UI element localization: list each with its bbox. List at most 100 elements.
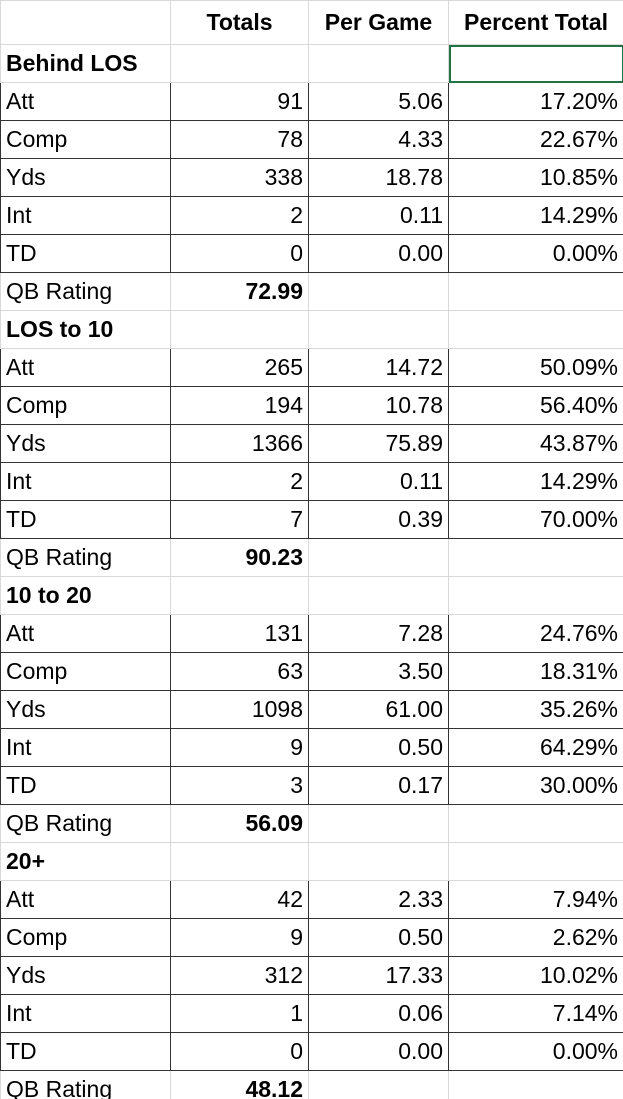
cell[interactable]: Int xyxy=(0,728,171,767)
cell[interactable]: 91 xyxy=(170,82,309,121)
cell[interactable]: 9 xyxy=(170,728,309,767)
cell[interactable]: LOS to 10 xyxy=(0,310,171,349)
cell[interactable]: 72.99 xyxy=(170,272,309,311)
cell[interactable]: 56.40% xyxy=(448,386,623,425)
cell[interactable]: 5.06 xyxy=(308,82,449,121)
cell[interactable]: 0.50 xyxy=(308,918,449,957)
cell[interactable]: 7 xyxy=(170,500,309,539)
cell[interactable]: QB Rating xyxy=(0,1070,171,1099)
cell[interactable] xyxy=(448,1070,623,1099)
cell[interactable]: 18.31% xyxy=(448,652,623,691)
cell[interactable]: Int xyxy=(0,196,171,235)
cell[interactable]: Yds xyxy=(0,690,171,729)
cell[interactable] xyxy=(308,44,449,83)
cell[interactable]: 78 xyxy=(170,120,309,159)
cell[interactable] xyxy=(308,804,449,843)
cell[interactable]: 2 xyxy=(170,462,309,501)
cell[interactable]: 17.33 xyxy=(308,956,449,995)
cell[interactable]: 30.00% xyxy=(448,766,623,805)
cell[interactable]: Comp xyxy=(0,120,171,159)
cell[interactable] xyxy=(308,576,449,615)
cell[interactable]: 0.17 xyxy=(308,766,449,805)
cell[interactable] xyxy=(308,272,449,311)
cell[interactable]: 131 xyxy=(170,614,309,653)
cell[interactable] xyxy=(170,576,309,615)
cell[interactable]: 312 xyxy=(170,956,309,995)
cell[interactable] xyxy=(448,804,623,843)
cell[interactable]: 1366 xyxy=(170,424,309,463)
cell[interactable] xyxy=(170,842,309,881)
cell[interactable]: QB Rating xyxy=(0,538,171,577)
cell[interactable]: 0.11 xyxy=(308,462,449,501)
cell[interactable]: 9 xyxy=(170,918,309,957)
cell[interactable]: Percent Total xyxy=(448,0,623,45)
cell[interactable]: 3 xyxy=(170,766,309,805)
cell[interactable]: 0.00% xyxy=(448,234,623,273)
cell[interactable]: Yds xyxy=(0,424,171,463)
cell[interactable]: 0.00% xyxy=(448,1032,623,1071)
cell[interactable]: Att xyxy=(0,614,171,653)
cell[interactable]: 14.72 xyxy=(308,348,449,387)
cell[interactable] xyxy=(448,576,623,615)
cell[interactable]: 10 to 20 xyxy=(0,576,171,615)
cell[interactable]: 14.29% xyxy=(448,462,623,501)
cell[interactable]: 7.14% xyxy=(448,994,623,1033)
cell[interactable]: Totals xyxy=(170,0,309,45)
cell[interactable]: QB Rating xyxy=(0,272,171,311)
cell[interactable]: Yds xyxy=(0,158,171,197)
cell[interactable]: TD xyxy=(0,234,171,273)
cell[interactable]: 63 xyxy=(170,652,309,691)
cell[interactable]: QB Rating xyxy=(0,804,171,843)
cell[interactable]: Behind LOS xyxy=(0,44,171,83)
cell[interactable]: 0 xyxy=(170,234,309,273)
cell[interactable]: 2 xyxy=(170,196,309,235)
cell[interactable]: 0.00 xyxy=(308,1032,449,1071)
cell[interactable]: 7.94% xyxy=(448,880,623,919)
cell[interactable]: 56.09 xyxy=(170,804,309,843)
cell[interactable]: 90.23 xyxy=(170,538,309,577)
cell[interactable]: 7.28 xyxy=(308,614,449,653)
cell[interactable]: 0.00 xyxy=(308,234,449,273)
cell[interactable] xyxy=(308,310,449,349)
cell[interactable]: Comp xyxy=(0,386,171,425)
cell[interactable]: 3.50 xyxy=(308,652,449,691)
cell[interactable]: 0.06 xyxy=(308,994,449,1033)
cell[interactable]: 10.85% xyxy=(448,158,623,197)
cell[interactable]: 22.67% xyxy=(448,120,623,159)
cell[interactable]: TD xyxy=(0,500,171,539)
cell[interactable]: 10.02% xyxy=(448,956,623,995)
cell[interactable]: 35.26% xyxy=(448,690,623,729)
cell[interactable]: Yds xyxy=(0,956,171,995)
cell[interactable]: Int xyxy=(0,994,171,1033)
cell[interactable] xyxy=(308,538,449,577)
cell[interactable]: Per Game xyxy=(308,0,449,45)
cell[interactable]: 20+ xyxy=(0,842,171,881)
cell[interactable]: Att xyxy=(0,880,171,919)
cell[interactable]: 4.33 xyxy=(308,120,449,159)
cell[interactable]: TD xyxy=(0,766,171,805)
cell[interactable]: 75.89 xyxy=(308,424,449,463)
cell[interactable] xyxy=(448,310,623,349)
cell[interactable]: 194 xyxy=(170,386,309,425)
cell[interactable]: 14.29% xyxy=(448,196,623,235)
cell[interactable] xyxy=(448,842,623,881)
cell[interactable] xyxy=(308,1070,449,1099)
cell[interactable]: 265 xyxy=(170,348,309,387)
cell[interactable]: 2.33 xyxy=(308,880,449,919)
cell[interactable] xyxy=(170,310,309,349)
cell[interactable]: 70.00% xyxy=(448,500,623,539)
cell[interactable]: 43.87% xyxy=(448,424,623,463)
cell[interactable] xyxy=(308,842,449,881)
cell[interactable]: 338 xyxy=(170,158,309,197)
cell[interactable]: Att xyxy=(0,348,171,387)
cell[interactable]: TD xyxy=(0,1032,171,1071)
cell[interactable]: Comp xyxy=(0,918,171,957)
cell[interactable]: 0.50 xyxy=(308,728,449,767)
cell[interactable]: Att xyxy=(0,82,171,121)
cell[interactable]: 64.29% xyxy=(448,728,623,767)
cell[interactable] xyxy=(448,44,623,83)
cell[interactable]: 0 xyxy=(170,1032,309,1071)
cell[interactable]: 10.78 xyxy=(308,386,449,425)
cell[interactable]: 2.62% xyxy=(448,918,623,957)
cell[interactable] xyxy=(448,538,623,577)
